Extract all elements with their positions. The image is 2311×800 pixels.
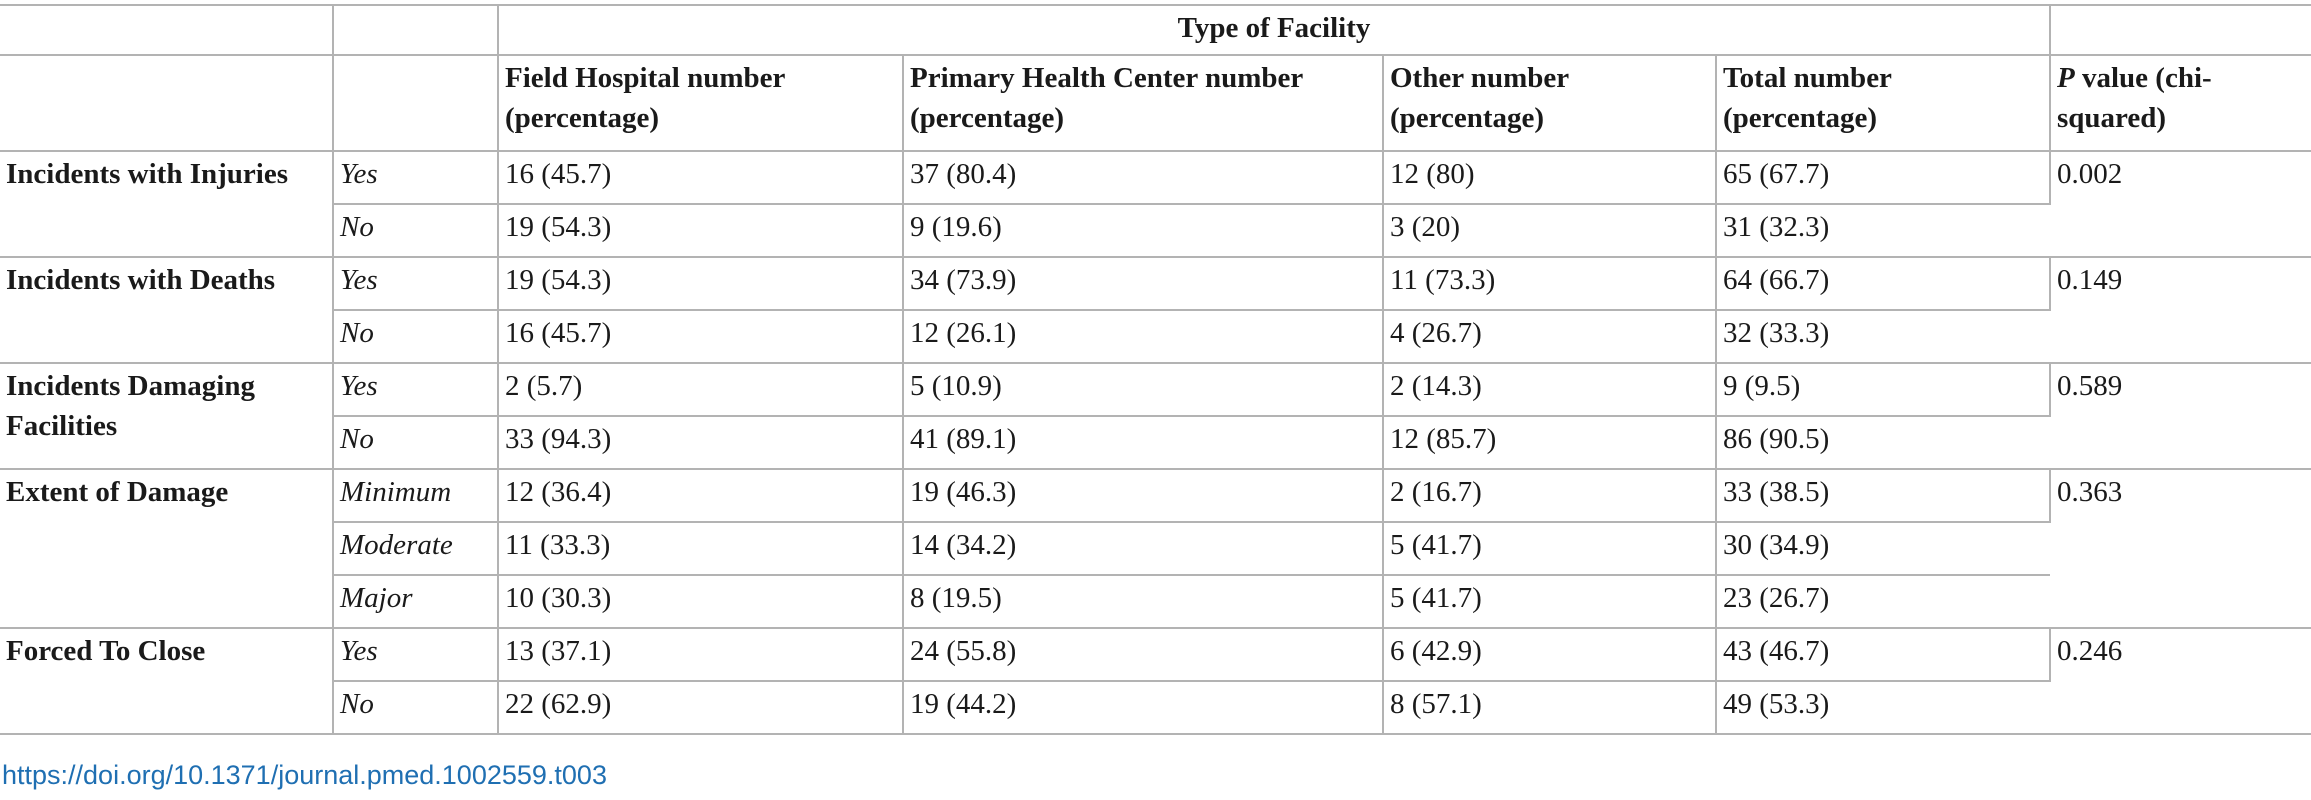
field-hospital-cell: 33 (94.3) — [498, 415, 904, 470]
total-cell: 32 (33.3) — [1716, 309, 2051, 364]
level-cell: Yes — [333, 150, 499, 205]
primary-health-center-cell: 14 (34.2) — [903, 521, 1384, 576]
column-header-other: Other number (percentage) — [1383, 54, 1717, 152]
table-body: Incidents with Injuries Yes 16 (45.7) 37 (8… — [0, 150, 2311, 735]
p-value-symbol: P — [2057, 62, 2075, 94]
p-value-cell: 0.246 — [2050, 627, 2311, 735]
field-hospital-cell: 2 (5.7) — [498, 362, 904, 417]
primary-health-center-cell: 24 (55.8) — [903, 627, 1384, 682]
p-value-cell: 0.149 — [2050, 256, 2311, 364]
total-cell: 31 (32.3) — [1716, 203, 2051, 258]
doi-link[interactable]: https://doi.org/10.1371/journal.pmed.100… — [2, 760, 607, 790]
group-label-cell: Extent of Damage — [0, 468, 334, 629]
table-row: No 16 (45.7) 12 (26.1) 4 (26.7) 32 (33.3) — [0, 309, 2311, 364]
level-cell: Yes — [333, 362, 499, 417]
primary-health-center-cell: 9 (19.6) — [903, 203, 1384, 258]
field-hospital-cell: 12 (36.4) — [498, 468, 904, 523]
primary-health-center-cell: 41 (89.1) — [903, 415, 1384, 470]
header-blank-cell — [0, 54, 334, 152]
header-row-columns: Field Hospital number (percentage) Prima… — [0, 54, 2311, 152]
total-cell: 33 (38.5) — [1716, 468, 2052, 523]
field-hospital-cell: 16 (45.7) — [498, 150, 904, 205]
field-hospital-cell: 11 (33.3) — [498, 521, 904, 576]
p-value-cell: 0.589 — [2050, 362, 2311, 470]
field-hospital-cell: 10 (30.3) — [498, 574, 904, 629]
total-cell: 64 (66.7) — [1716, 256, 2052, 311]
header-blank-cell — [2050, 4, 2311, 56]
table-row: Incidents with Deaths Yes 19 (54.3) 34 (73.… — [0, 256, 2311, 364]
table-row: No 19 (54.3) 9 (19.6) 3 (20) 31 (32.3) — [0, 203, 2311, 258]
primary-health-center-cell: 8 (19.5) — [903, 574, 1384, 629]
other-cell: 8 (57.1) — [1383, 680, 1717, 735]
p-value-header-text: value (chi-squared) — [2057, 62, 2212, 134]
group-label-cell: Forced To Close — [0, 627, 334, 735]
primary-health-center-cell: 19 (46.3) — [903, 468, 1384, 523]
table-row: Incidents Damaging Facilities Yes 2 (5.7) 5… — [0, 362, 2311, 470]
other-cell: 2 (16.7) — [1383, 468, 1717, 523]
total-cell: 86 (90.5) — [1716, 415, 2051, 470]
other-cell: 4 (26.7) — [1383, 309, 1717, 364]
column-header-total: Total number (percentage) — [1716, 54, 2052, 152]
field-hospital-cell: 13 (37.1) — [498, 627, 904, 682]
other-cell: 12 (80) — [1383, 150, 1717, 205]
table-row: Extent of Damage Minimum 12 (36.4) 19 (46.3… — [0, 468, 2311, 629]
level-cell: No — [333, 415, 499, 470]
table-row: Forced To Close Yes 13 (37.1) 24 (55.8) 6 (4… — [0, 627, 2311, 735]
other-cell: 12 (85.7) — [1383, 415, 1717, 470]
header-blank-cell — [333, 4, 499, 56]
header-blank-cell — [333, 54, 499, 152]
type-of-facility-header: Type of Facility — [498, 4, 2052, 56]
field-hospital-cell: 22 (62.9) — [498, 680, 904, 735]
level-cell: No — [333, 203, 499, 258]
column-header-p-value: P value (chi-squared) — [2050, 54, 2311, 152]
group-label-cell: Incidents with Deaths — [0, 256, 334, 364]
level-cell: Moderate — [333, 521, 499, 576]
other-cell: 5 (41.7) — [1383, 574, 1717, 629]
header-blank-cell — [0, 4, 334, 56]
level-cell: Yes — [333, 627, 499, 682]
other-cell: 2 (14.3) — [1383, 362, 1717, 417]
p-value-cell: 0.002 — [2050, 150, 2311, 258]
level-cell: No — [333, 680, 499, 735]
total-cell: 43 (46.7) — [1716, 627, 2052, 682]
table-row: No 33 (94.3) 41 (89.1) 12 (85.7) 86 (90.5) — [0, 415, 2311, 470]
level-cell: Minimum — [333, 468, 499, 523]
total-cell: 30 (34.9) — [1716, 521, 2051, 576]
total-cell: 49 (53.3) — [1716, 680, 2051, 735]
field-hospital-cell: 16 (45.7) — [498, 309, 904, 364]
total-cell: 65 (67.7) — [1716, 150, 2052, 205]
table-row: Major 10 (30.3) 8 (19.5) 5 (41.7) 23 (26.7) — [0, 574, 2311, 629]
group-label-cell: Incidents with Injuries — [0, 150, 334, 258]
other-cell: 3 (20) — [1383, 203, 1717, 258]
column-header-primary-health-center: Primary Health Center number (percentage… — [903, 54, 1384, 152]
table-row: No 22 (62.9) 19 (44.2) 8 (57.1) 49 (53.3) — [0, 680, 2311, 735]
field-hospital-cell: 19 (54.3) — [498, 203, 904, 258]
facility-incidents-table: Type of Facility Field Hospital number (… — [0, 4, 2311, 735]
primary-health-center-cell: 19 (44.2) — [903, 680, 1384, 735]
total-cell: 9 (9.5) — [1716, 362, 2052, 417]
primary-health-center-cell: 34 (73.9) — [903, 256, 1384, 311]
field-hospital-cell: 19 (54.3) — [498, 256, 904, 311]
level-cell: No — [333, 309, 499, 364]
level-cell: Major — [333, 574, 499, 629]
header-row-spanning: Type of Facility — [0, 4, 2311, 56]
primary-health-center-cell: 12 (26.1) — [903, 309, 1384, 364]
primary-health-center-cell: 5 (10.9) — [903, 362, 1384, 417]
level-cell: Yes — [333, 256, 499, 311]
group-label-cell: Incidents Damaging Facilities — [0, 362, 334, 470]
other-cell: 11 (73.3) — [1383, 256, 1717, 311]
other-cell: 5 (41.7) — [1383, 521, 1717, 576]
other-cell: 6 (42.9) — [1383, 627, 1717, 682]
table-row: Incidents with Injuries Yes 16 (45.7) 37 (8… — [0, 150, 2311, 258]
primary-health-center-cell: 37 (80.4) — [903, 150, 1384, 205]
p-value-cell: 0.363 — [2050, 468, 2311, 629]
column-header-field-hospital: Field Hospital number (percentage) — [498, 54, 904, 152]
total-cell: 23 (26.7) — [1716, 574, 2051, 629]
table-row: Moderate 11 (33.3) 14 (34.2) 5 (41.7) 30 (34… — [0, 521, 2311, 576]
